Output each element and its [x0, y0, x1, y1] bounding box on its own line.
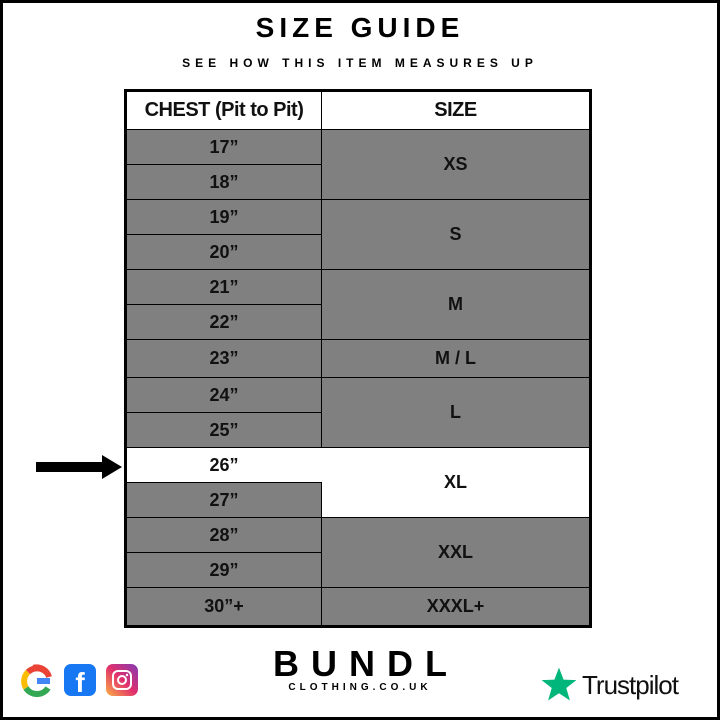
chest-cell-highlighted: 26” [125, 447, 322, 483]
trustpilot-text: Trustpilot [582, 669, 679, 700]
table-row: 20” [125, 234, 591, 270]
table-row: 27” [125, 482, 591, 518]
table-row: 23” M / L [125, 339, 591, 378]
chest-cell: 20” [125, 234, 322, 270]
size-table: CHEST (Pit to Pit) SIZE 17” XS 18” 19” S 2… [124, 89, 592, 628]
size-cell: M [321, 269, 591, 340]
size-cell: XXL [321, 517, 591, 588]
chest-cell: 27” [125, 482, 322, 518]
chest-cell: 21” [125, 269, 322, 305]
chest-cell: 23” [125, 339, 322, 378]
size-cell: M / L [321, 339, 591, 378]
table-header: CHEST (Pit to Pit) SIZE [125, 90, 591, 130]
table-row: 19” S [125, 199, 591, 270]
size-cell-highlighted: XL [321, 447, 591, 518]
trustpilot-logo: Trustpilot [540, 666, 679, 704]
chest-cell: 25” [125, 412, 322, 448]
size-cell: S [321, 199, 591, 270]
chest-cell: 28” [125, 517, 322, 553]
chest-cell: 19” [125, 199, 322, 235]
brand-url: CLOTHING.CO.UK [288, 682, 432, 693]
size-cell: L [321, 377, 591, 448]
google-icon [20, 664, 52, 697]
chest-cell: 30”+ [125, 587, 322, 627]
table-row: 30”+ XXXL+ [125, 587, 591, 627]
chest-cell: 24” [125, 377, 322, 413]
table-row: 28” XXL [125, 517, 591, 588]
table-row: 29” [125, 552, 591, 588]
chest-cell: 22” [125, 304, 322, 340]
table-row: 25” [125, 412, 591, 448]
page-subtitle: SEE HOW THIS ITEM MEASURES UP [182, 56, 538, 70]
facebook-icon: f [64, 664, 96, 698]
instagram-icon [106, 664, 138, 696]
table-row: 17” XS [125, 129, 591, 200]
header-size: SIZE [321, 90, 591, 130]
brand-name: BUNDL [273, 643, 459, 684]
table-row-highlighted: 26” XL [125, 447, 591, 518]
table-row: 22” [125, 304, 591, 340]
chest-cell: 18” [125, 164, 322, 200]
star-icon [541, 667, 577, 701]
brand-logo: BUNDL CLOTHING.CO.UK [240, 643, 480, 694]
size-cell: XS [321, 129, 591, 200]
arrow-right-icon [36, 455, 122, 479]
table-row: 21” M [125, 269, 591, 340]
table-row: 24” L [125, 377, 591, 448]
social-logos: f [20, 664, 138, 698]
size-cell: XXXL+ [321, 587, 591, 627]
page-title: SIZE GUIDE [255, 12, 465, 43]
chest-cell: 17” [125, 129, 322, 165]
chest-cell: 29” [125, 552, 322, 588]
header-chest: CHEST (Pit to Pit) [125, 90, 322, 130]
